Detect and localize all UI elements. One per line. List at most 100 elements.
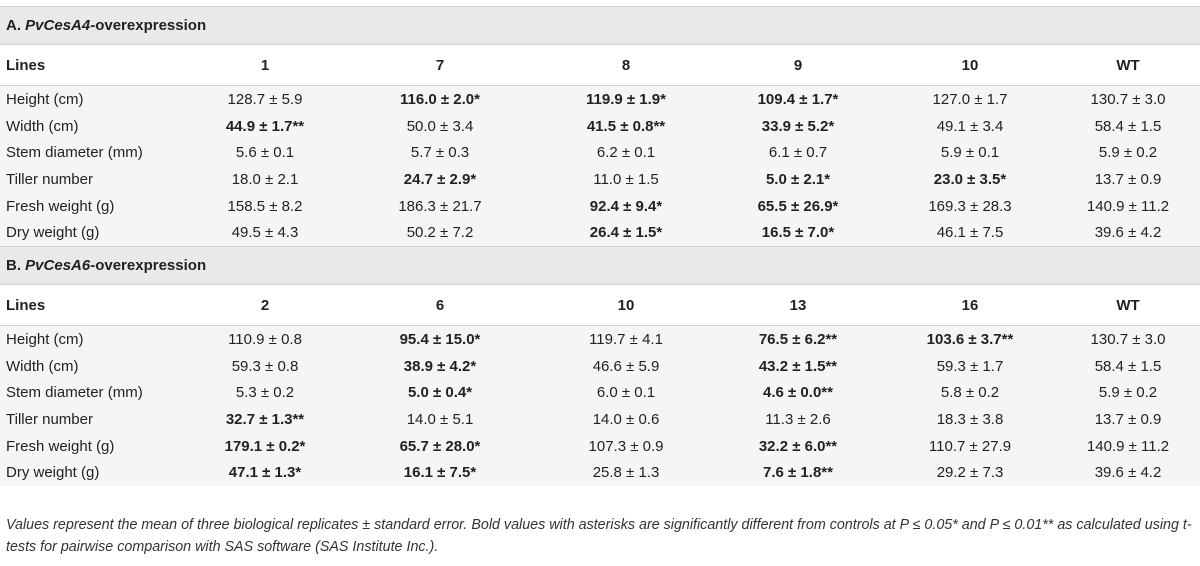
table-cell: 32.7 ± 1.3** bbox=[190, 406, 340, 433]
table-cell: 5.9 ± 0.2 bbox=[1056, 379, 1200, 407]
table-cell: 110.7 ± 27.9 bbox=[884, 432, 1056, 460]
table-cell: 46.1 ± 7.5 bbox=[884, 219, 1056, 247]
row-label: Dry weight (g) bbox=[0, 459, 190, 487]
table-cell: 14.0 ± 0.6 bbox=[540, 406, 712, 433]
table-cell: 6.2 ± 0.1 bbox=[540, 139, 712, 167]
section-title: A. PvCesA4-overexpression bbox=[0, 6, 1200, 45]
header-line: 9 bbox=[712, 44, 884, 86]
table-cell: 5.3 ± 0.2 bbox=[190, 379, 340, 407]
table-cell: 130.7 ± 3.0 bbox=[1056, 85, 1200, 113]
row-label: Width (cm) bbox=[0, 112, 190, 140]
header-line: 10 bbox=[540, 284, 712, 327]
table-cell: 140.9 ± 11.2 bbox=[1056, 192, 1200, 220]
table-row: Dry weight (g) 47.1 ± 1.3* 16.1 ± 7.5* 25.8… bbox=[0, 459, 1200, 487]
section-suffix: -overexpression bbox=[90, 17, 207, 34]
table-cell: 92.4 ± 9.4* bbox=[540, 192, 712, 220]
header-line: 13 bbox=[712, 284, 884, 327]
table-row: Height (cm) 110.9 ± 0.8 95.4 ± 15.0* 119.7 … bbox=[0, 325, 1200, 353]
table-cell: 14.0 ± 5.1 bbox=[340, 406, 540, 433]
table-cell: 5.6 ± 0.1 bbox=[190, 139, 340, 167]
header-line: 16 bbox=[884, 284, 1056, 327]
section-title: B. PvCesA6-overexpression bbox=[0, 246, 1200, 285]
table-cell: 127.0 ± 1.7 bbox=[884, 85, 1056, 113]
table-cell: 13.7 ± 0.9 bbox=[1056, 406, 1200, 433]
table-cell: 186.3 ± 21.7 bbox=[340, 192, 540, 220]
table-cell: 5.0 ± 2.1* bbox=[712, 166, 884, 193]
table-row: Stem diameter (mm) 5.3 ± 0.2 5.0 ± 0.4* 6.0… bbox=[0, 379, 1200, 407]
section-gene: PvCesA6 bbox=[25, 257, 91, 275]
table-row: Tiller number 32.7 ± 1.3** 14.0 ± 5.1 14.0 … bbox=[0, 406, 1200, 433]
row-label: Tiller number bbox=[0, 406, 190, 433]
table-cell: 128.7 ± 5.9 bbox=[190, 85, 340, 113]
table-cell: 58.4 ± 1.5 bbox=[1056, 112, 1200, 140]
table-cell: 16.5 ± 7.0* bbox=[712, 219, 884, 247]
table-cell: 107.3 ± 0.9 bbox=[540, 432, 712, 460]
table-cell: 65.7 ± 28.0* bbox=[340, 432, 540, 460]
table-cell: 11.0 ± 1.5 bbox=[540, 166, 712, 193]
section-title-row: B. PvCesA6-overexpression bbox=[0, 246, 1200, 285]
table-cell: 33.9 ± 5.2* bbox=[712, 112, 884, 140]
table-cell: 6.0 ± 0.1 bbox=[540, 379, 712, 407]
table-row: Stem diameter (mm) 5.6 ± 0.1 5.7 ± 0.3 6.2 … bbox=[0, 139, 1200, 167]
table-cell: 50.0 ± 3.4 bbox=[340, 112, 540, 140]
top-spacer bbox=[0, 0, 1200, 6]
table-cell: 119.7 ± 4.1 bbox=[540, 325, 712, 353]
table-cell: 44.9 ± 1.7** bbox=[190, 112, 340, 140]
header-line: 2 bbox=[190, 284, 340, 327]
table-cell: 26.4 ± 1.5* bbox=[540, 219, 712, 247]
table-cell: 39.6 ± 4.2 bbox=[1056, 459, 1200, 487]
table-cell: 16.1 ± 7.5* bbox=[340, 459, 540, 487]
header-lines-label: Lines bbox=[0, 44, 190, 86]
header-line: 10 bbox=[884, 44, 1056, 86]
table-cell: 7.6 ± 1.8** bbox=[712, 459, 884, 487]
table-cell: 29.2 ± 7.3 bbox=[884, 459, 1056, 487]
data-table: A. PvCesA4-overexpression Lines 1 7 8 9 10 WT He… bbox=[0, 6, 1200, 487]
table-cell: 18.3 ± 3.8 bbox=[884, 406, 1056, 433]
header-line: WT bbox=[1056, 284, 1200, 327]
table-cell: 13.7 ± 0.9 bbox=[1056, 166, 1200, 193]
row-label: Tiller number bbox=[0, 166, 190, 193]
table-cell: 46.6 ± 5.9 bbox=[540, 352, 712, 380]
table-cell: 39.6 ± 4.2 bbox=[1056, 219, 1200, 247]
section-suffix: -overexpression bbox=[90, 257, 207, 275]
table-cell: 11.3 ± 2.6 bbox=[712, 406, 884, 433]
table-cell: 5.0 ± 0.4* bbox=[340, 379, 540, 407]
table-cell: 5.9 ± 0.1 bbox=[884, 139, 1056, 167]
table-cell: 6.1 ± 0.7 bbox=[712, 139, 884, 167]
table-cell: 4.6 ± 0.0** bbox=[712, 379, 884, 407]
table-cell: 103.6 ± 3.7** bbox=[884, 325, 1056, 353]
table-cell: 43.2 ± 1.5** bbox=[712, 352, 884, 380]
table-cell: 25.8 ± 1.3 bbox=[540, 459, 712, 487]
table-cell: 119.9 ± 1.9* bbox=[540, 85, 712, 113]
table-cell: 110.9 ± 0.8 bbox=[190, 325, 340, 353]
section-title-row: A. PvCesA4-overexpression bbox=[0, 6, 1200, 45]
table-cell: 169.3 ± 28.3 bbox=[884, 192, 1056, 220]
section-prefix: A. bbox=[6, 17, 26, 34]
table-cell: 58.4 ± 1.5 bbox=[1056, 352, 1200, 380]
table-row: Dry weight (g) 49.5 ± 4.3 50.2 ± 7.2 26.4 ±… bbox=[0, 219, 1200, 247]
table-cell: 24.7 ± 2.9* bbox=[340, 166, 540, 193]
section-gene: PvCesA4 bbox=[25, 17, 91, 34]
section-prefix: B. bbox=[6, 257, 26, 275]
row-label: Stem diameter (mm) bbox=[0, 379, 190, 407]
table-cell: 179.1 ± 0.2* bbox=[190, 432, 340, 460]
header-line: 7 bbox=[340, 44, 540, 86]
table-cell: 49.1 ± 3.4 bbox=[884, 112, 1056, 140]
header-line: 6 bbox=[340, 284, 540, 327]
table-cell: 49.5 ± 4.3 bbox=[190, 219, 340, 247]
header-row: Lines 1 7 8 9 10 WT bbox=[0, 44, 1200, 86]
table-row: Width (cm) 59.3 ± 0.8 38.9 ± 4.2* 46.6 ± 5.… bbox=[0, 352, 1200, 380]
table-body: A. PvCesA4-overexpression Lines 1 7 8 9 10 WT He… bbox=[0, 6, 1200, 487]
table-cell: 140.9 ± 11.2 bbox=[1056, 432, 1200, 460]
table-row: Fresh weight (g) 158.5 ± 8.2 186.3 ± 21.7 9… bbox=[0, 192, 1200, 220]
table-cell: 23.0 ± 3.5* bbox=[884, 166, 1056, 193]
table-cell: 59.3 ± 1.7 bbox=[884, 352, 1056, 380]
table-cell: 59.3 ± 0.8 bbox=[190, 352, 340, 380]
table-cell: 5.7 ± 0.3 bbox=[340, 139, 540, 167]
table-cell: 109.4 ± 1.7* bbox=[712, 85, 884, 113]
table-row: Width (cm) 44.9 ± 1.7** 50.0 ± 3.4 41.5 ± 0… bbox=[0, 112, 1200, 140]
row-label: Height (cm) bbox=[0, 325, 190, 353]
row-label: Stem diameter (mm) bbox=[0, 139, 190, 167]
header-row: Lines 2 6 10 13 16 WT bbox=[0, 284, 1200, 327]
